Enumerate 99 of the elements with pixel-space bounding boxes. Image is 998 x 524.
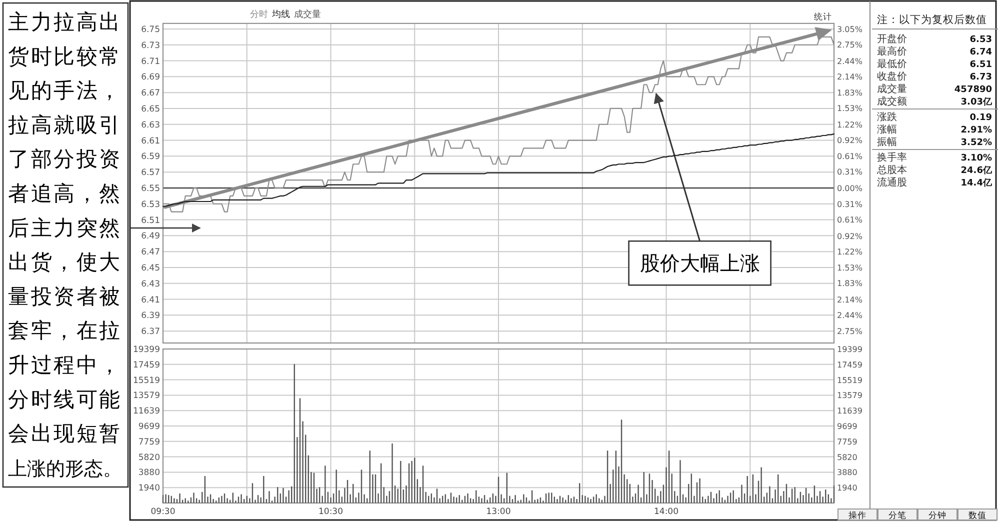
x-tick-label: 13:00 <box>486 507 511 517</box>
category-label: 振幅 <box>877 136 897 148</box>
y-tick-label: 6.65 <box>141 104 160 114</box>
y2-tick-label: 0.61% <box>837 152 863 162</box>
y2-tick-label: 1.83% <box>837 279 863 288</box>
text: 6.53 <box>970 35 992 45</box>
text: 注：以下为复权后数值 <box>877 13 987 26</box>
y-tick-label: 6.67 <box>141 88 160 99</box>
y2-tick-label: 0.00% <box>837 184 863 193</box>
y2-tick-label: 7759 <box>837 437 858 446</box>
y2-tick-label: 15519 <box>837 376 862 385</box>
annotation: 股价大幅上涨 <box>640 253 760 276</box>
text: 14.4亿 <box>960 178 992 188</box>
category-label: 最高价 <box>877 46 907 58</box>
text: 均线 <box>271 9 290 20</box>
y-tick-label: 6.39 <box>141 311 160 322</box>
y2-tick-label: 1.53% <box>837 104 863 114</box>
y-tick-label: 1940 <box>138 484 160 494</box>
y-tick-label: 6.55 <box>141 184 160 194</box>
y2-tick-label: 2.75% <box>837 40 863 50</box>
y2-tick-label: 1.53% <box>837 264 863 273</box>
text: 6.51 <box>970 60 992 70</box>
y2-tick-label: 17459 <box>837 360 862 370</box>
y-tick-label: 6.53 <box>141 200 160 210</box>
category-label: 涨跌 <box>877 111 897 123</box>
y-tick-label: 6.61 <box>141 136 160 146</box>
category-label: 成交额 <box>877 96 907 108</box>
text: 数值 <box>968 510 986 521</box>
y-tick-label: 15519 <box>132 376 160 386</box>
x-tick-label: 14:00 <box>654 507 678 517</box>
category-label: 总股本 <box>876 164 907 176</box>
y-tick-label: 6.51 <box>141 216 160 226</box>
y-tick-label: 3880 <box>138 468 160 478</box>
text: 457890 <box>954 85 992 95</box>
y-tick-label: 6.45 <box>141 263 160 274</box>
category-label: 流通股 <box>877 176 907 188</box>
y2-tick-label: 1.22% <box>837 120 863 130</box>
y-tick-label: 6.43 <box>141 279 160 290</box>
category-label: 最低价 <box>877 58 907 70</box>
text: 统计 <box>814 11 832 22</box>
y-tick-label: 6.59 <box>141 152 160 162</box>
y-tick-label: 6.47 <box>141 248 160 258</box>
y2-tick-label: 2.44% <box>837 56 863 66</box>
y-tick-label: 6.75 <box>141 24 160 35</box>
y-tick-label: 6.57 <box>141 168 160 178</box>
y2-tick-label: 1.83% <box>837 88 863 98</box>
y2-tick-label: 1940 <box>837 484 858 493</box>
text: 0.19 <box>970 113 992 123</box>
y2-tick-label: 2.75% <box>837 327 863 336</box>
text: 操作 <box>848 510 866 521</box>
category-label: 成交量 <box>877 83 907 95</box>
y2-tick-label: 0.61% <box>837 216 863 225</box>
y2-tick-label: 0.92% <box>837 136 863 145</box>
text: 分时 <box>250 9 268 20</box>
category-label: 开盘价 <box>877 33 907 45</box>
y-tick-label: 6.73 <box>141 40 160 51</box>
y2-tick-label: 3880 <box>837 468 858 478</box>
text: 主力拉高出货时比较常见的手法，拉高就吸引了部分投资者追高，然后主力突然出货，使大量投资者被套牢，在拉升过程中，分时线可能会出现短暂上涨的形态。 <box>8 10 122 480</box>
y-tick-label: 11639 <box>132 406 160 417</box>
y-tick-label: 5820 <box>138 452 160 463</box>
y-tick-label: 7759 <box>138 437 160 448</box>
text: 3.10% <box>960 154 992 164</box>
y2-tick-label: 3.05% <box>837 25 863 34</box>
y-tick-label: 6.49 <box>141 232 160 242</box>
y-tick-label: 9699 <box>138 422 160 432</box>
y-tick-label: 17459 <box>132 360 160 370</box>
y2-tick-label: 5820 <box>837 452 858 462</box>
y2-tick-label: 13579 <box>837 391 862 400</box>
y-tick-label: 6.63 <box>141 120 160 130</box>
x-tick-label: 09:30 <box>150 507 176 517</box>
text: 6.74 <box>970 48 992 58</box>
y2-tick-label: 0.31% <box>837 200 863 210</box>
y-tick-label: 6.41 <box>141 295 160 306</box>
text: 分钟 <box>928 510 946 521</box>
category-label: 收盘价 <box>877 70 907 82</box>
text: 6.73 <box>970 72 992 82</box>
y2-tick-label: 19399 <box>837 345 862 354</box>
text: 分笔 <box>888 510 906 521</box>
y2-tick-label: 11639 <box>837 406 862 416</box>
y2-tick-label: 2.44% <box>837 310 863 320</box>
text: 24.6亿 <box>960 166 992 176</box>
text: 成交量 <box>294 9 321 20</box>
y-tick-label: 6.37 <box>141 327 160 338</box>
x-tick-label: 10:30 <box>318 507 343 517</box>
y2-tick-label: 1.22% <box>837 247 863 256</box>
y-tick-label: 6.71 <box>141 56 160 67</box>
y-tick-label: 6.69 <box>141 72 160 83</box>
y2-tick-label: 0.31% <box>837 168 863 177</box>
y-tick-label: 13579 <box>132 391 160 402</box>
text: 2.91% <box>960 126 992 136</box>
y2-tick-label: 2.14% <box>837 72 863 82</box>
y2-tick-label: 9699 <box>837 422 858 432</box>
text: 3.52% <box>960 138 992 148</box>
category-label: 换手率 <box>877 152 907 164</box>
y-tick-label: 19399 <box>132 345 160 355</box>
y2-tick-label: 2.14% <box>837 295 863 304</box>
category-label: 涨幅 <box>877 124 897 136</box>
text: 3.03亿 <box>960 98 992 108</box>
y2-tick-label: 0.92% <box>837 232 863 241</box>
